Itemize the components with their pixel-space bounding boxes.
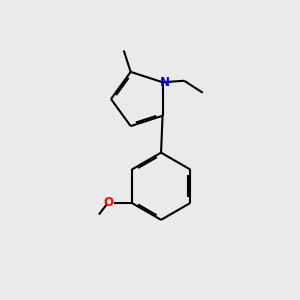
Text: O: O [103,196,114,209]
Text: N: N [160,76,170,89]
